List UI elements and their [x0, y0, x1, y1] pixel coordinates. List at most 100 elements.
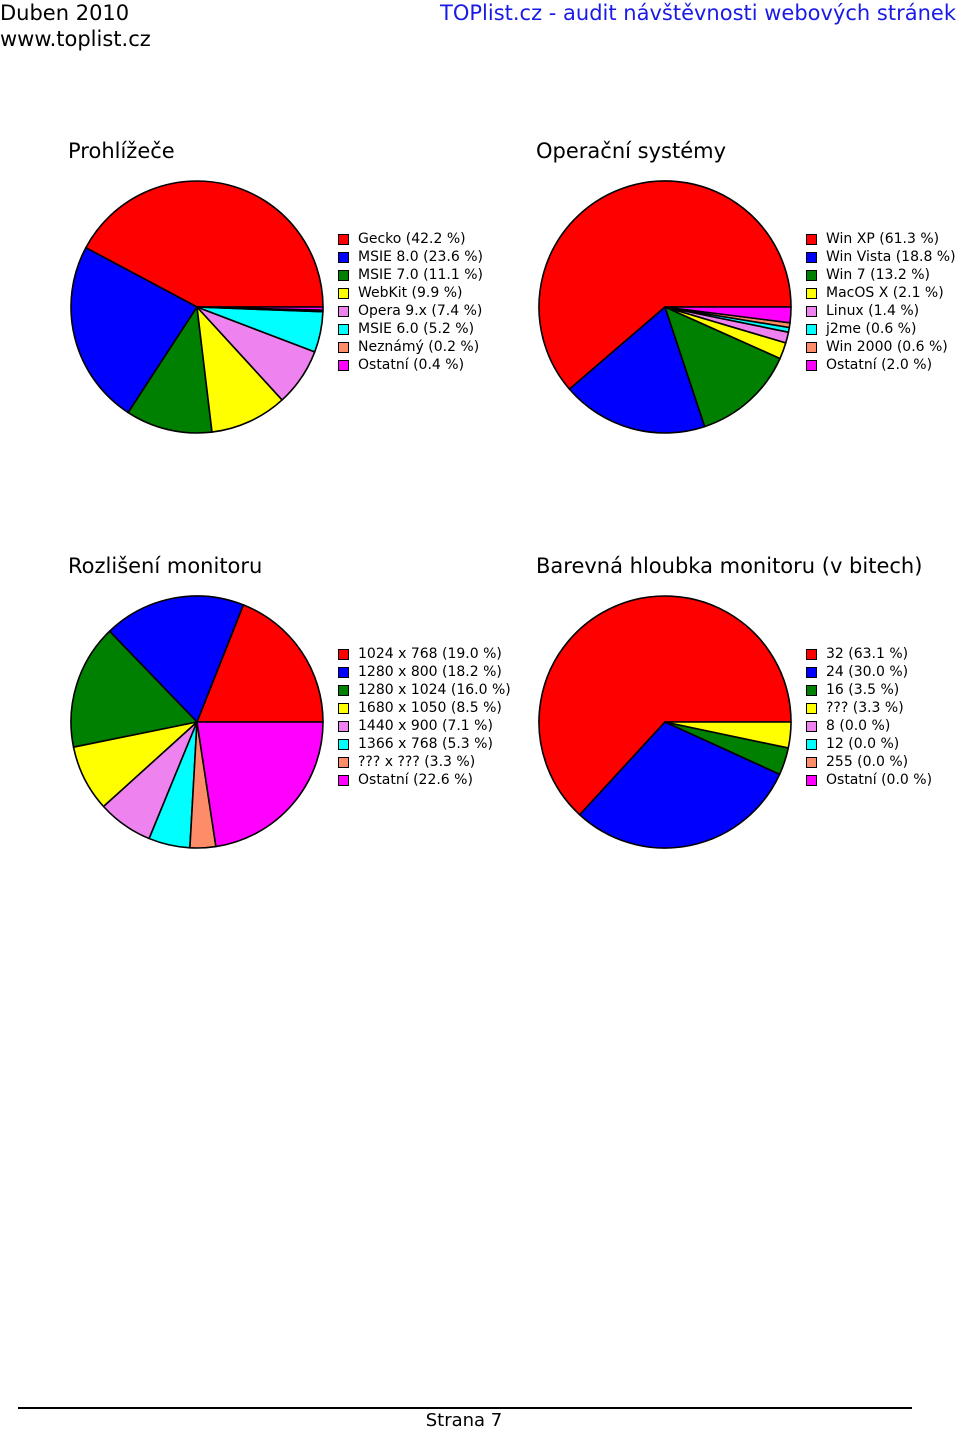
- legend-item: WebKit (9.9 %): [338, 284, 483, 302]
- pie-chart: [70, 595, 324, 849]
- legend-swatch: [806, 359, 817, 371]
- legend-item: ??? x ??? (3.3 %): [338, 753, 511, 771]
- legend-item: MSIE 8.0 (23.6 %): [338, 248, 483, 266]
- legend-label: Ostatní (22.6 %): [358, 772, 473, 788]
- legend-item: 16 (3.5 %): [806, 681, 932, 699]
- legend-label: Linux (1.4 %): [826, 303, 920, 319]
- chart-title: Barevná hloubka monitoru (v bitech): [536, 554, 923, 578]
- legend-label: MSIE 7.0 (11.1 %): [358, 267, 483, 283]
- legend-item: Ostatní (0.0 %): [806, 771, 932, 789]
- legend-item: Ostatní (0.4 %): [338, 356, 483, 374]
- legend-swatch: [806, 251, 817, 263]
- legend-label: MSIE 6.0 (5.2 %): [358, 321, 475, 337]
- legend-swatch: [806, 666, 817, 678]
- legend-swatch: [338, 756, 349, 768]
- legend-label: ??? x ??? (3.3 %): [358, 754, 476, 770]
- legend-swatch: [806, 269, 817, 281]
- legend-label: Neznámý (0.2 %): [358, 339, 480, 355]
- pie-slice-win-vista: [568, 306, 706, 434]
- legend-label: Gecko (42.2 %): [358, 231, 466, 247]
- chart-panel-browsers: Prohlížeče Gecko (42.2 %) MSIE 8.0 (23.6 …: [68, 138, 538, 478]
- chart-title: Operační systémy: [536, 139, 726, 163]
- legend-swatch: [806, 287, 817, 299]
- legend-swatch: [806, 323, 817, 335]
- legend-swatch: [338, 702, 349, 714]
- legend-item: ??? (3.3 %): [806, 699, 932, 717]
- chart-title: Prohlížeče: [68, 139, 175, 163]
- legend-label: Ostatní (0.4 %): [358, 357, 465, 373]
- legend-item: 1280 x 800 (18.2 %): [338, 663, 511, 681]
- chart-title: Rozlišení monitoru: [68, 554, 263, 578]
- legend-item: Linux (1.4 %): [806, 302, 956, 320]
- legend-label: 1024 x 768 (19.0 %): [358, 646, 502, 662]
- pie-chart: [538, 180, 792, 434]
- legend-label: 1280 x 1024 (16.0 %): [358, 682, 511, 698]
- legend-swatch: [338, 287, 349, 299]
- legend-item: MacOS X (2.1 %): [806, 284, 956, 302]
- legend-item: 1680 x 1050 (8.5 %): [338, 699, 511, 717]
- legend-label: 24 (30.0 %): [826, 664, 909, 680]
- legend-item: Ostatní (2.0 %): [806, 356, 956, 374]
- chart-legend: 32 (63.1 %) 24 (30.0 %) 16 (3.5 %) ??? (3.3…: [806, 645, 932, 789]
- legend-swatch: [338, 305, 349, 317]
- legend-label: 1366 x 768 (5.3 %): [358, 736, 493, 752]
- legend-item: 1280 x 1024 (16.0 %): [338, 681, 511, 699]
- legend-item: 12 (0.0 %): [806, 735, 932, 753]
- pie-slice-win-7: [664, 306, 781, 428]
- pie-slice-1280-x-800: [108, 595, 245, 723]
- legend-swatch: [338, 684, 349, 696]
- pie-slice-24: [578, 721, 781, 849]
- legend-label: 1440 x 900 (7.1 %): [358, 718, 493, 734]
- pie-slice-1280-x-1024: [70, 630, 198, 748]
- chart-panel-os: Operační systémy Win XP (61.3 %) Win Vist…: [536, 138, 960, 478]
- legend-swatch: [338, 341, 349, 353]
- legend-label: Win XP (61.3 %): [826, 231, 940, 247]
- pie-slice-ostatn: [196, 306, 324, 311]
- pie-slice-win-xp: [538, 180, 792, 390]
- legend-item: Win XP (61.3 %): [806, 230, 956, 248]
- legend-swatch: [806, 341, 817, 353]
- legend-label: Ostatní (0.0 %): [826, 772, 933, 788]
- legend-label: WebKit (9.9 %): [358, 285, 463, 301]
- legend-swatch: [806, 305, 817, 317]
- pie-slice-gecko: [85, 180, 324, 308]
- pie-slice-ostatn: [196, 721, 324, 848]
- legend-swatch: [338, 648, 349, 660]
- legend-swatch: [338, 738, 349, 750]
- legend-swatch: [338, 666, 349, 678]
- page-header-left: Duben 2010 www.toplist.cz: [0, 0, 151, 52]
- legend-item: Win 7 (13.2 %): [806, 266, 956, 284]
- legend-label: 1680 x 1050 (8.5 %): [358, 700, 502, 716]
- legend-swatch: [338, 720, 349, 732]
- legend-swatch: [338, 251, 349, 263]
- legend-label: Opera 9.x (7.4 %): [358, 303, 483, 319]
- legend-label: MacOS X (2.1 %): [826, 285, 944, 301]
- legend-swatch: [806, 774, 817, 786]
- legend-item: Win Vista (18.8 %): [806, 248, 956, 266]
- pie-slice-slice-3: [664, 721, 792, 749]
- legend-label: 255 (0.0 %): [826, 754, 909, 770]
- legend-swatch: [806, 684, 817, 696]
- report-title: TOPlist.cz - audit návštěvnosti webových…: [440, 1, 956, 25]
- legend-label: Win 2000 (0.6 %): [826, 339, 948, 355]
- legend-item: 32 (63.1 %): [806, 645, 932, 663]
- legend-item: 1024 x 768 (19.0 %): [338, 645, 511, 663]
- pie-slice-msie-8-0: [70, 246, 198, 414]
- legend-swatch: [338, 359, 349, 371]
- legend-swatch: [806, 738, 817, 750]
- pie-slice-msie-7-0: [127, 306, 213, 434]
- legend-item: 8 (0.0 %): [806, 717, 932, 735]
- chart-panel-resolution: Rozlišení monitoru 1024 x 768 (19.0 %) 12…: [68, 553, 538, 893]
- chart-legend: Win XP (61.3 %) Win Vista (18.8 %) Win 7 (…: [806, 230, 956, 374]
- legend-swatch: [338, 233, 349, 245]
- legend-swatch: [806, 720, 817, 732]
- legend-label: Win Vista (18.8 %): [826, 249, 956, 265]
- legend-label: 8 (0.0 %): [826, 718, 891, 734]
- legend-item: Ostatní (22.6 %): [338, 771, 511, 789]
- legend-label: MSIE 8.0 (23.6 %): [358, 249, 483, 265]
- legend-label: j2me (0.6 %): [826, 321, 917, 337]
- legend-item: 255 (0.0 %): [806, 753, 932, 771]
- legend-label: 16 (3.5 %): [826, 682, 900, 698]
- legend-item: Win 2000 (0.6 %): [806, 338, 956, 356]
- legend-label: 1280 x 800 (18.2 %): [358, 664, 502, 680]
